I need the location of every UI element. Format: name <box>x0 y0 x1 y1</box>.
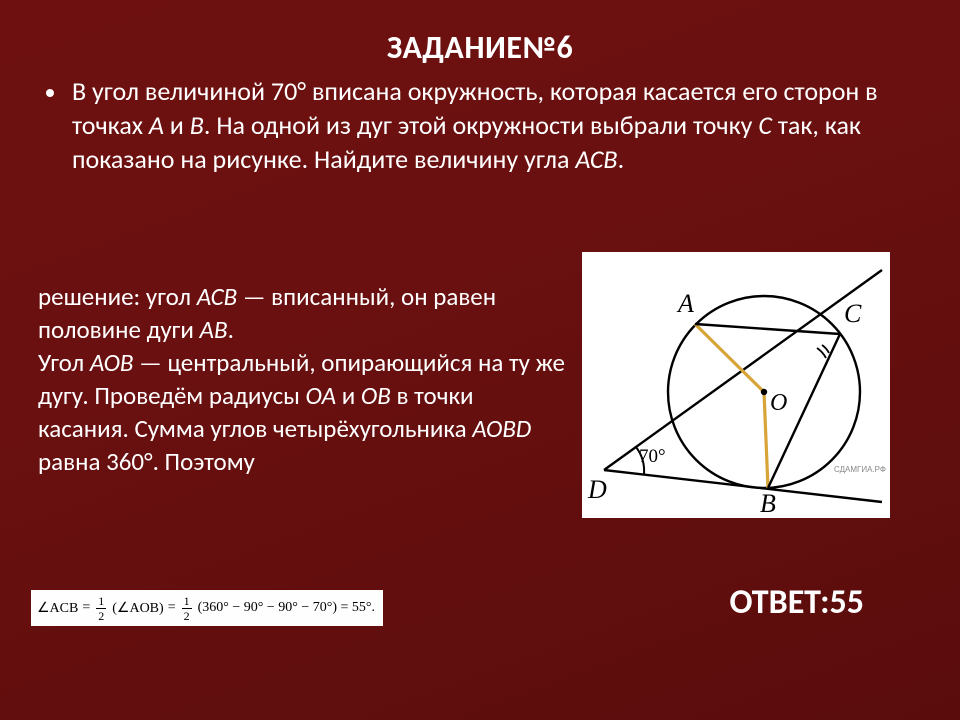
label-C: C <box>844 299 862 328</box>
geometry-figure: A C O B D 70° СДАМГИА.РФ <box>582 252 890 518</box>
formula-rhs: (360° − 90° − 90° − 70°) = 55°. <box>198 600 375 616</box>
label-angle: 70° <box>639 446 666 467</box>
formula: ∠ACB = 1 2 (∠AOB) = 1 2 (360° − 90° − 90… <box>31 590 383 626</box>
problem-row: В угол величиной 70° вписана окружность,… <box>0 67 960 176</box>
label-D: D <box>587 475 607 504</box>
answer-text: ОТВЕТ:55 <box>730 582 864 623</box>
label-A: A <box>676 289 694 318</box>
label-B: B <box>760 489 776 518</box>
slide-title: ЗАДАНИЕ№6 <box>0 0 960 67</box>
fraction-2: 1 2 <box>182 595 192 622</box>
figure-watermark: СДАМГИА.РФ <box>834 465 886 474</box>
fraction-1: 1 2 <box>96 595 106 622</box>
formula-lhs: ∠ACB <box>37 600 78 617</box>
bullet-icon <box>46 89 54 97</box>
label-O: O <box>770 390 787 416</box>
slide: ЗАДАНИЕ№6 В угол величиной 70° вписана о… <box>0 0 960 720</box>
formula-mid: (∠AOB) <box>112 600 163 617</box>
solution-text: решение: угол ACB — вписанный, он равен … <box>38 280 568 478</box>
problem-text: В угол величиной 70° вписана окружность,… <box>72 75 904 176</box>
